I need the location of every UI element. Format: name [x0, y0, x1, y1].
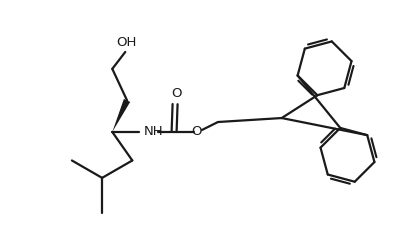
Polygon shape	[112, 99, 130, 132]
Text: O: O	[171, 87, 181, 100]
Text: NH: NH	[144, 126, 164, 138]
Text: OH: OH	[116, 36, 136, 49]
Text: O: O	[191, 126, 201, 138]
